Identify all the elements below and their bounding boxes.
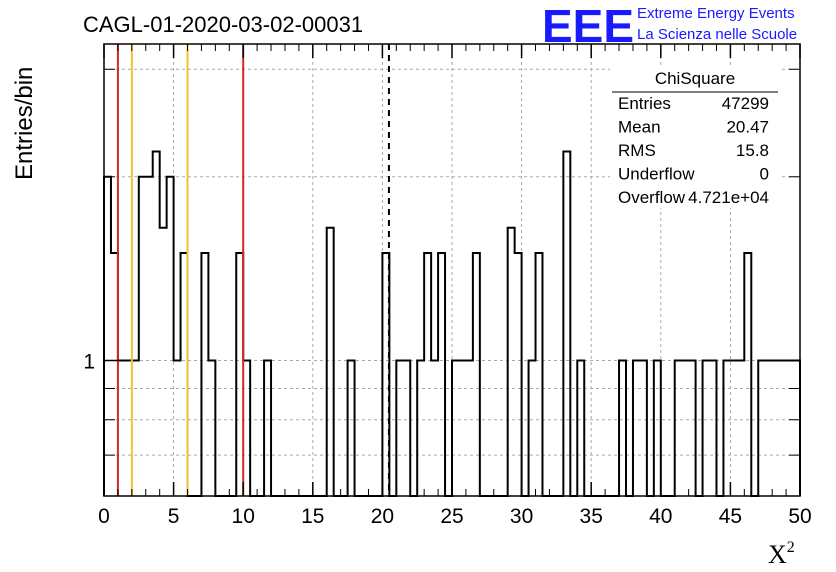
x-tick-label: 0 <box>98 505 110 528</box>
x-tick-label: 35 <box>580 505 603 528</box>
stats-row-label: Entries <box>618 94 671 113</box>
x-axis-label: X2 <box>768 539 795 569</box>
x-tick-label: 15 <box>301 505 324 528</box>
histogram-outline <box>103 150 801 497</box>
stats-box-background <box>610 66 780 208</box>
logo-line-2: La Scienza nelle Scuole <box>637 26 797 43</box>
x-axis-label-base: X <box>768 540 787 569</box>
x-tick-label: 30 <box>510 505 533 528</box>
stats-row-label: Underflow <box>618 165 695 184</box>
stats-row-value: 0 <box>760 165 769 184</box>
stats-row-label: Overflow <box>618 188 686 207</box>
y-axis-ticks: 1 <box>83 68 800 497</box>
x-tick-label: 50 <box>788 505 811 528</box>
stats-row-value: 4.721e+04 <box>688 188 769 207</box>
logo-line-1: Extreme Energy Events <box>637 5 795 22</box>
stats-row-value: 15.8 <box>736 141 769 160</box>
x-axis-label-superscript: 2 <box>787 539 795 556</box>
stats-row-value: 20.47 <box>726 118 769 137</box>
x-tick-label: 25 <box>440 505 463 528</box>
y-tick-label: 1 <box>83 351 95 374</box>
x-tick-label: 5 <box>168 505 180 528</box>
x-tick-label: 40 <box>649 505 672 528</box>
stats-rows: Entries 47299 Mean 20.47 RMS 15.8 Underflow 0 Ov… <box>618 94 769 207</box>
x-tick-label: 45 <box>719 505 742 528</box>
y-axis-label: Entries/bin <box>11 67 38 180</box>
stats-box: ChiSquare Entries 47299 Mean 20.47 RMS 15.8 Un… <box>610 66 780 208</box>
x-axis-ticks: 0 5 10 15 20 25 30 35 40 45 50 <box>98 44 812 528</box>
reference-lines <box>116 44 390 496</box>
eee-logo: EEE Extreme Energy Events La Scienza nel… <box>542 0 797 52</box>
x-tick-label: 10 <box>232 505 255 528</box>
stats-row-label: Mean <box>618 118 661 137</box>
x-tick-label: 20 <box>371 505 394 528</box>
histogram-series-line <box>103 150 801 497</box>
stats-box-title: ChiSquare <box>655 69 735 88</box>
stats-row-value: 47299 <box>722 94 769 113</box>
chart-title: CAGL-01-2020-03-02-00031 <box>83 12 363 37</box>
stats-row-label: RMS <box>618 141 656 160</box>
